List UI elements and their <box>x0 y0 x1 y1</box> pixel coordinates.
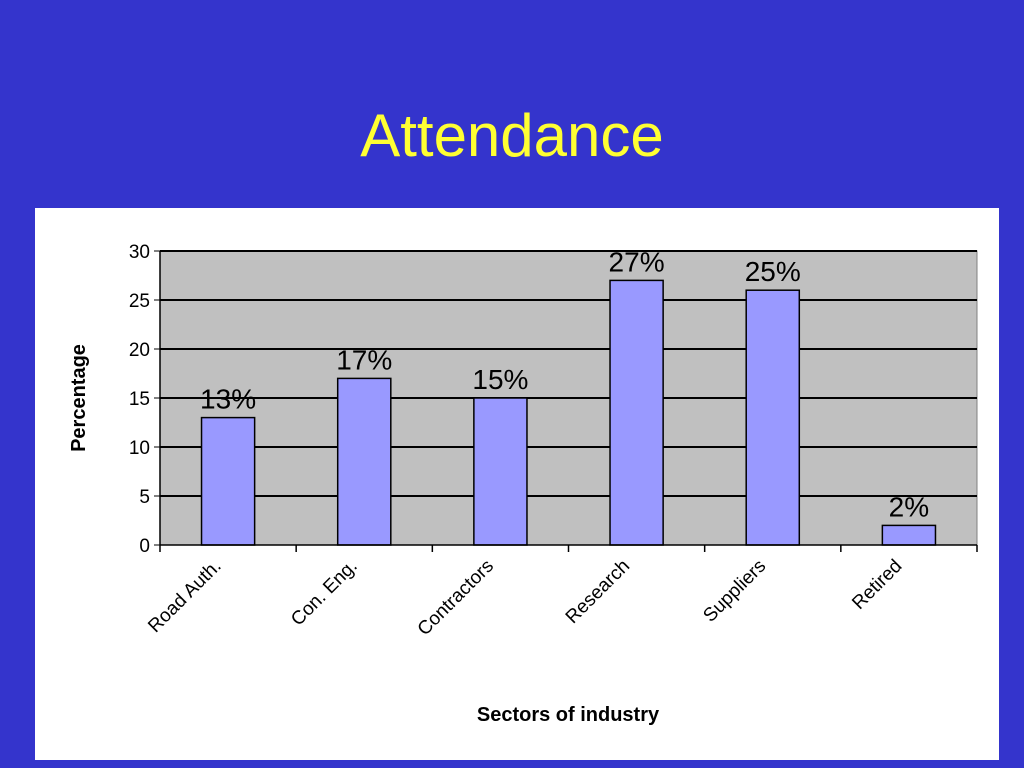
bars <box>200 279 937 546</box>
data-labels: 13% 17% 15% 27% 25% 2% <box>200 246 929 522</box>
data-label: 15% <box>472 364 528 395</box>
x-tick-labels: Road Auth. Con. Eng. Contractors Research Su… <box>144 556 906 640</box>
bar <box>473 397 528 546</box>
data-label: 17% <box>336 344 392 375</box>
data-label: 2% <box>889 491 929 522</box>
x-axis-label: Sectors of industry <box>477 704 660 726</box>
axes <box>154 250 978 552</box>
bar <box>609 279 664 546</box>
gridlines <box>160 250 977 497</box>
x-tick-label: Retired <box>848 556 906 614</box>
data-label: 13% <box>200 384 256 415</box>
data-label: 27% <box>609 246 665 277</box>
y-tick-label: 20 <box>129 340 150 361</box>
data-label: 25% <box>745 256 801 287</box>
x-tick-label: Road Auth. <box>144 556 225 637</box>
x-tick-label: Suppliers <box>699 556 770 627</box>
x-tick-label: Contractors <box>414 556 498 640</box>
x-tick-label: Research <box>562 556 634 628</box>
y-tick-label: 15 <box>129 389 150 410</box>
bar-chart: 0 5 10 15 20 25 30 Road Auth. Con. Eng. Contract… <box>68 242 978 726</box>
bar <box>336 377 392 546</box>
bar <box>200 416 256 546</box>
x-tick-label: Con. Eng. <box>287 556 362 631</box>
y-tick-label: 25 <box>129 291 150 312</box>
bar <box>745 289 801 546</box>
y-tick-label: 30 <box>129 242 150 263</box>
chart-panel: 0 5 10 15 20 25 30 Road Auth. Con. Eng. Contract… <box>35 208 999 760</box>
y-tick-label: 0 <box>139 536 150 557</box>
slide-title: Attendance <box>360 102 664 169</box>
y-tick-label: 5 <box>139 487 150 508</box>
y-tick-labels: 0 5 10 15 20 25 30 <box>129 242 150 557</box>
y-axis-label: Percentage <box>68 344 90 452</box>
y-tick-label: 10 <box>129 438 150 459</box>
bar <box>881 524 937 546</box>
